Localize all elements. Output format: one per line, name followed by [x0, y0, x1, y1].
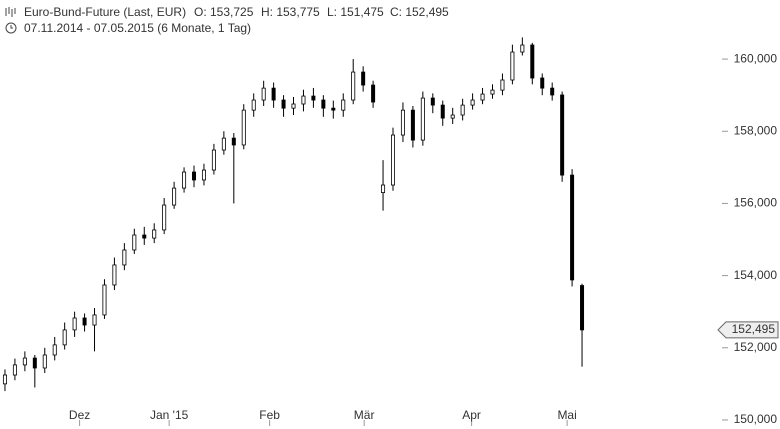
candle-body [251, 99, 256, 111]
candle-body [381, 184, 386, 194]
candle-body [410, 109, 415, 141]
candle-body [560, 94, 565, 176]
candle-body [371, 84, 376, 103]
candle-body [321, 99, 326, 109]
candle-body [102, 284, 107, 316]
candle-body [62, 329, 67, 346]
candle-body [480, 93, 485, 101]
y-tick-label: 158,000 [734, 123, 778, 137]
candle-body [72, 317, 77, 331]
candle-body [122, 249, 127, 266]
candle-body [301, 95, 306, 105]
x-tick-label: Jan '15 [150, 408, 189, 422]
y-tick-label: 156,000 [734, 196, 778, 210]
y-tick-label: 152,000 [734, 340, 778, 354]
candle-body [142, 234, 147, 239]
candle-body [440, 104, 445, 119]
candle-body [341, 99, 346, 111]
y-tick-label: 150,000 [734, 412, 778, 426]
x-tick-label: Dez [69, 408, 90, 422]
x-tick-label: Mär [354, 408, 375, 422]
candle-body [500, 79, 505, 91]
candle-body [42, 354, 47, 369]
candle-body [271, 87, 276, 101]
header-stat: O: 153,725 [194, 5, 254, 19]
candle-body [2, 374, 7, 385]
candle-body [172, 187, 177, 206]
y-tick-label: 154,000 [734, 268, 778, 282]
candle-body [82, 317, 87, 326]
candle-body [261, 87, 266, 101]
candle-body [32, 357, 37, 369]
candle-body [550, 87, 555, 96]
candle-body [162, 204, 167, 231]
header-stat: L: 151,475 [327, 5, 384, 19]
candle-body [22, 357, 27, 366]
x-tick-label: Mai [557, 408, 576, 422]
candle-body [311, 95, 316, 101]
candle-body [450, 114, 455, 119]
candle-body [221, 137, 226, 151]
candle-body [52, 344, 57, 356]
candle-body [112, 264, 117, 286]
candle-body [331, 107, 336, 111]
candle-body [291, 103, 296, 109]
candle-body [520, 44, 525, 53]
candle-body [281, 99, 286, 109]
header-stat: C: 152,495 [390, 5, 449, 19]
candle-body [92, 314, 97, 326]
candle-body [580, 285, 585, 331]
candle-body [420, 97, 425, 141]
candle-body [152, 229, 157, 239]
candle-body [570, 174, 575, 281]
candle-body [182, 171, 187, 189]
candle-body [12, 364, 17, 376]
header-icon [5, 7, 16, 17]
candle-body [490, 89, 495, 95]
candle-body [510, 51, 515, 81]
candle-body [530, 44, 535, 79]
candle-body [391, 134, 396, 186]
candle-body [211, 149, 216, 171]
header-stat: H: 153,775 [261, 5, 320, 19]
candle-body [430, 97, 435, 106]
candle-body [540, 77, 545, 89]
candle-body [400, 109, 405, 136]
last-price-label: 152,495 [732, 322, 776, 336]
candle-body [361, 71, 366, 86]
chart-subtitle: 07.11.2014 - 07.05.2015 (6 Monate, 1 Tag… [24, 21, 251, 35]
candle-body [460, 104, 465, 116]
candle-body [351, 71, 356, 101]
y-tick-label: 160,000 [734, 51, 778, 65]
candle-body [201, 169, 206, 181]
candle-body [470, 99, 475, 106]
candle-body [192, 171, 197, 181]
candle-body [231, 137, 236, 146]
x-tick-label: Apr [462, 408, 481, 422]
candle-body [241, 109, 246, 146]
candle-body [132, 234, 137, 251]
clock-icon [5, 22, 17, 34]
last-price-tag [717, 321, 779, 339]
x-tick-label: Feb [259, 408, 280, 422]
chart-title: Euro-Bund-Future (Last, EUR) [24, 5, 186, 19]
